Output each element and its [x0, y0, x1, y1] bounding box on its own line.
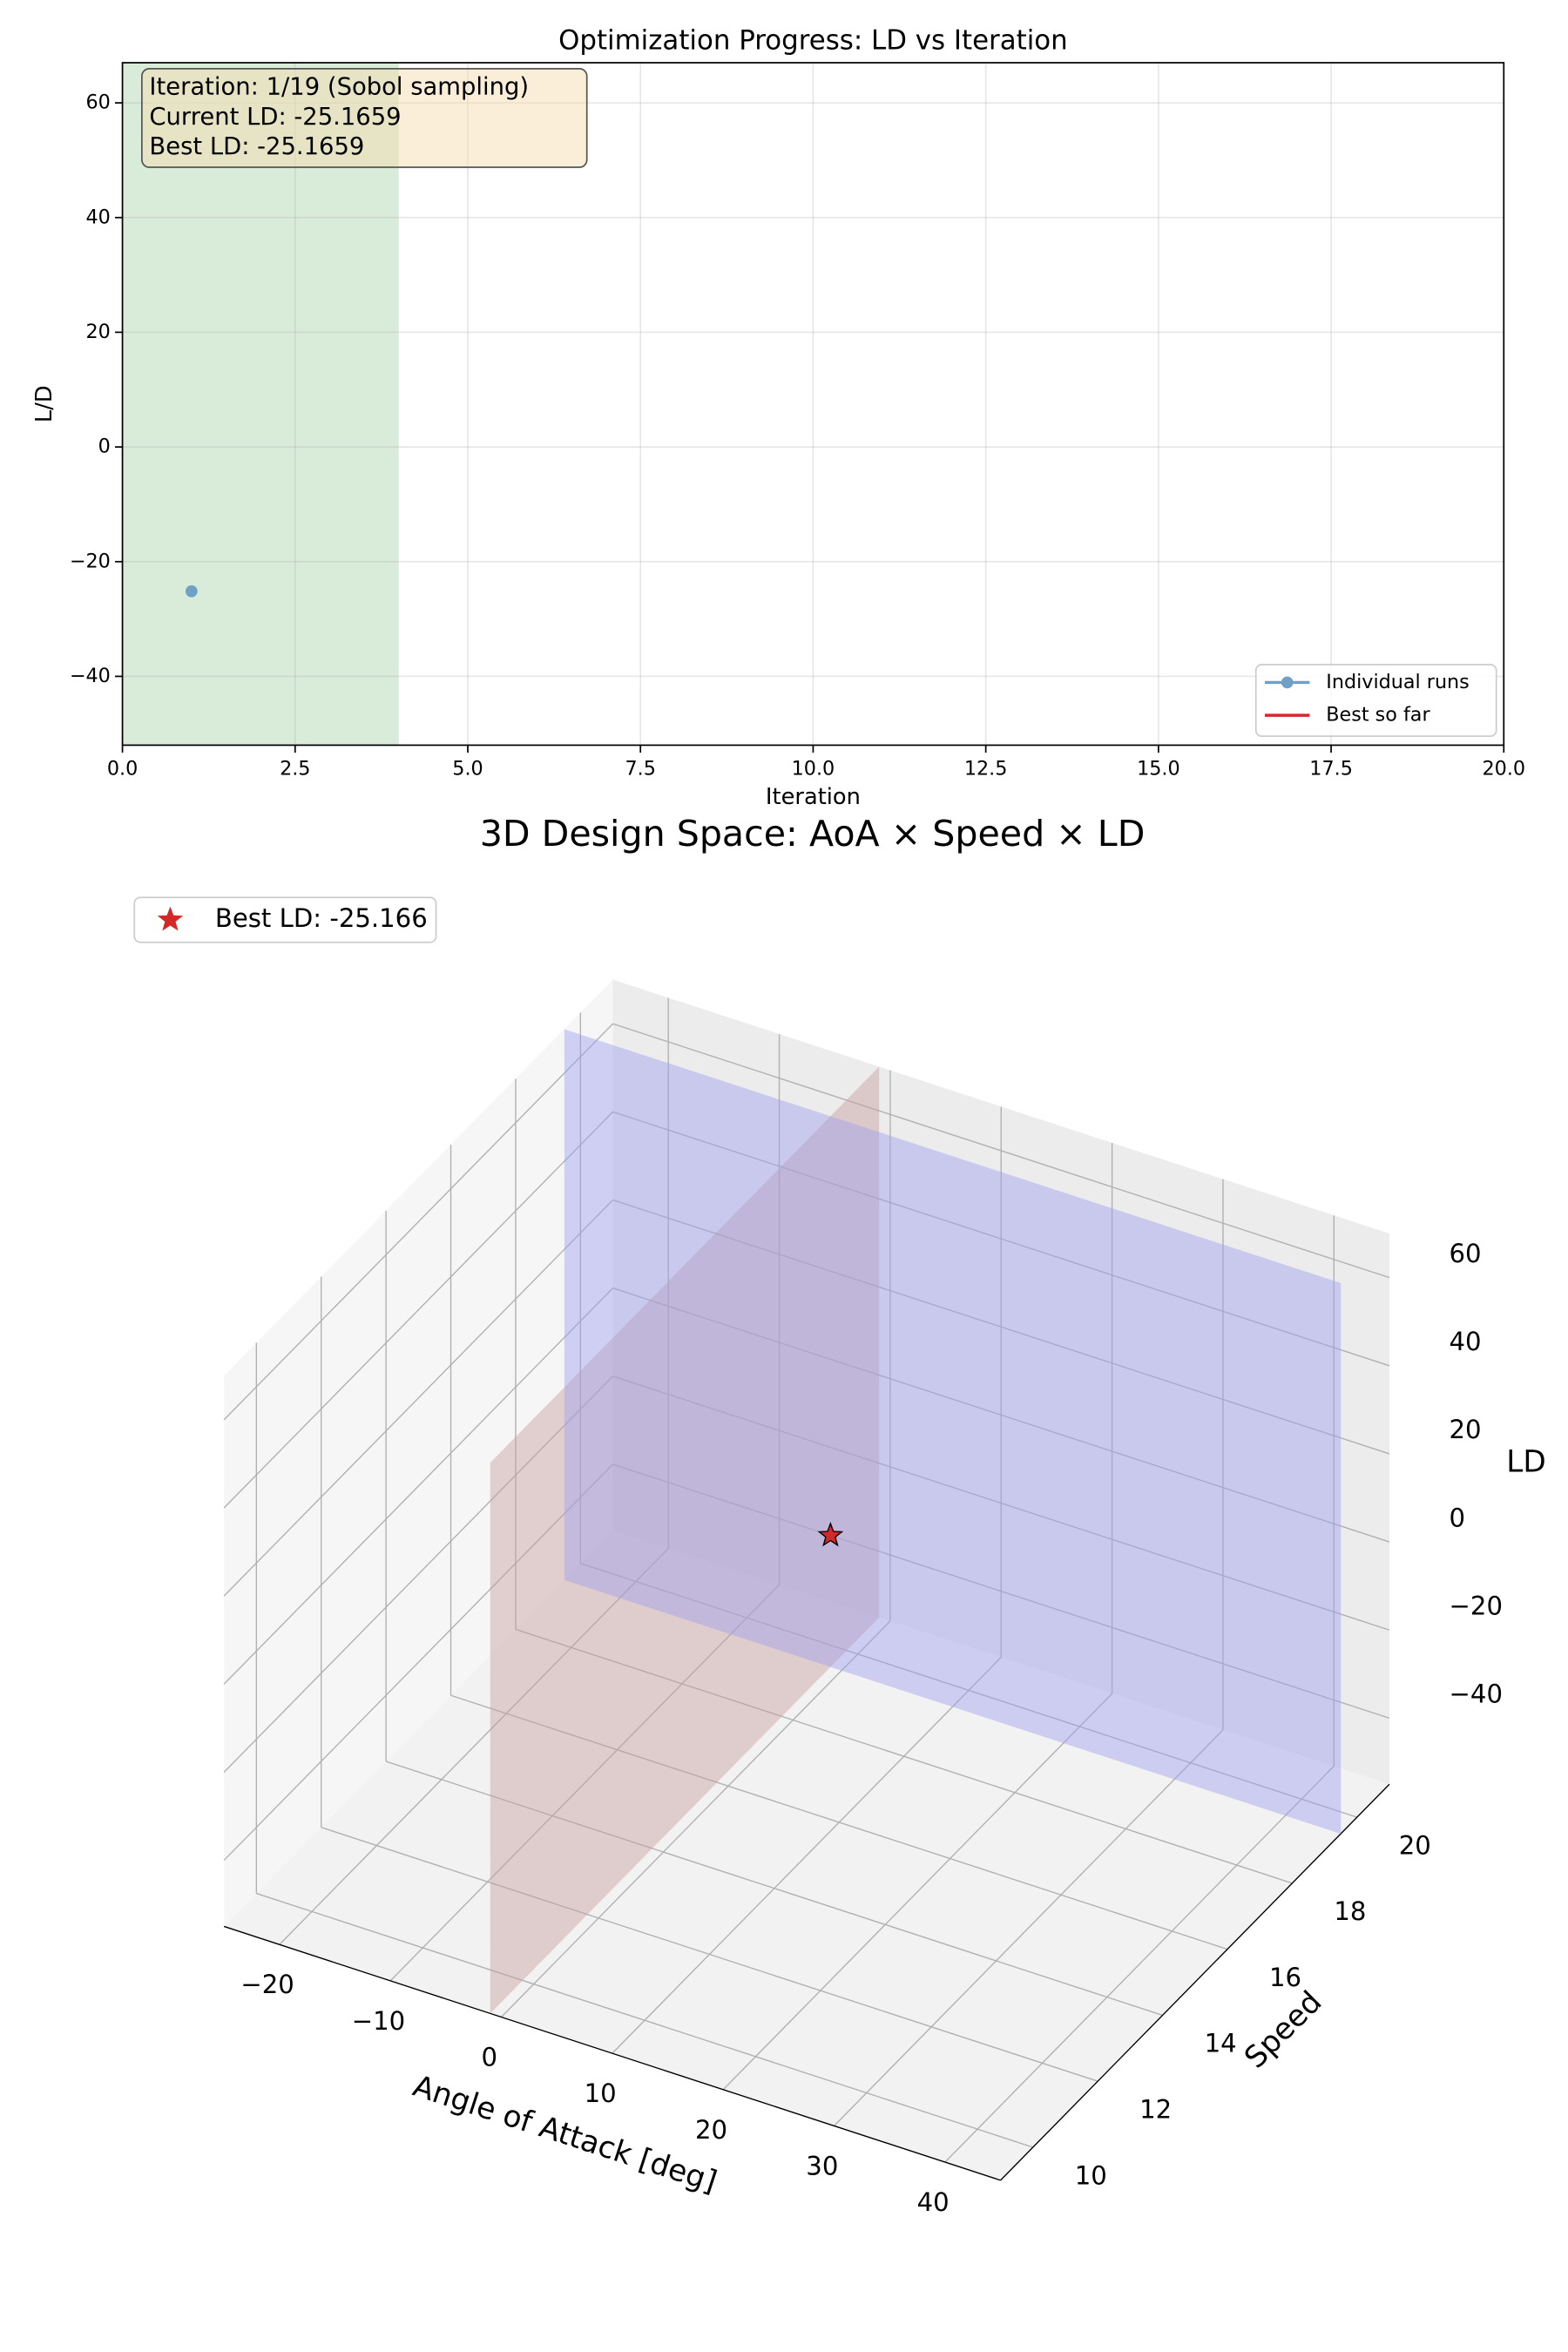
- chart-title: 3D Design Space: AoA × Speed × LD: [480, 813, 1146, 855]
- grid-line: [834, 1729, 1224, 2126]
- x-tick-label: 5.0: [452, 757, 483, 780]
- grid-line: [944, 1765, 1335, 2163]
- y-tick-label: −40: [70, 665, 111, 687]
- data-point: [817, 1522, 844, 1547]
- slice-plane: [490, 1066, 880, 2014]
- grid-line: [321, 1827, 1098, 2082]
- grid-line: [612, 1111, 1390, 1367]
- annotation: Iteration: 1/19 (Sobol sampling) Current …: [141, 68, 588, 168]
- chart-title: Optimization Progress: LD vs Iteration: [558, 25, 1068, 57]
- x-tick-label: 10.0: [792, 757, 835, 780]
- grid-line: [256, 1892, 1033, 2148]
- plot-frame: [121, 62, 1505, 747]
- grid-line: [515, 1628, 1293, 1884]
- y-tick-label: 12: [1139, 2094, 1172, 2124]
- annotation-text: Current LD: -25.1659: [149, 104, 401, 131]
- grid-line: [223, 1375, 614, 1773]
- y-tick-label: 10: [1075, 2160, 1107, 2190]
- grid-line: [612, 1463, 1390, 1720]
- y-axis-label: Speed: [1238, 1984, 1328, 2075]
- x-axis-label: Iteration: [766, 784, 861, 810]
- legend-label: Individual runs: [1326, 671, 1469, 693]
- grid-line: [612, 1288, 1390, 1543]
- x-tick-label: 17.5: [1309, 757, 1353, 780]
- y-tick-label: 0: [98, 436, 111, 458]
- data-point: [186, 585, 198, 598]
- y-tick-label: 16: [1269, 1963, 1301, 1992]
- grid-line: [223, 1288, 614, 1685]
- slice-plane: [564, 1029, 1342, 1835]
- legend-box: [1254, 664, 1497, 737]
- y-tick-label: 20: [1399, 1830, 1431, 1860]
- x-axis-label: Angle of Attack [deg]: [409, 2069, 720, 2200]
- z-tick-label: −40: [1450, 1680, 1503, 1709]
- axis-line: [1000, 1783, 1390, 2181]
- x-tick-label: 20.0: [1482, 757, 1525, 780]
- grid-line: [450, 1694, 1228, 1950]
- grid-line: [612, 1023, 1390, 1279]
- highlight-span: [122, 63, 399, 746]
- legend-marker: [1281, 676, 1294, 689]
- x-tick-label: 7.5: [625, 757, 656, 780]
- legend-box: [133, 896, 437, 943]
- grid-line: [223, 1023, 614, 1421]
- z-tick-label: −20: [1450, 1592, 1503, 1621]
- y-tick-label: 20: [86, 321, 111, 343]
- y-tick-label: 14: [1205, 2029, 1237, 2058]
- annotation-text: Iteration: 1/19 (Sobol sampling): [149, 74, 529, 101]
- x-tick-label: 20: [695, 2115, 727, 2145]
- grid-line: [223, 1111, 614, 1509]
- z-tick-label: 20: [1450, 1415, 1482, 1444]
- grid-line: [385, 1761, 1163, 2017]
- z-tick-label: 60: [1450, 1239, 1482, 1268]
- grid-line: [501, 1620, 891, 2017]
- x-tick-label: 15.0: [1137, 757, 1180, 780]
- grid-line: [612, 1199, 1390, 1455]
- y-tick-label: 60: [86, 91, 111, 114]
- y-tick-label: 40: [86, 206, 111, 228]
- x-tick-label: 0.0: [107, 757, 138, 780]
- legend-label: Best LD: -25.166: [215, 903, 428, 933]
- grid-line: [223, 1463, 614, 1862]
- y-tick-label: −20: [70, 550, 111, 572]
- grid-line: [580, 1563, 1357, 1818]
- legend-label: Best so far: [1326, 704, 1430, 727]
- grid-line: [612, 1657, 1002, 2054]
- z-tick-label: 40: [1450, 1327, 1482, 1356]
- x-tick-label: 0: [482, 2043, 498, 2072]
- annotation-text: Best LD: -25.1659: [149, 133, 364, 160]
- y-tick-label: 18: [1334, 1896, 1366, 1926]
- x-tick-label: 40: [917, 2187, 950, 2217]
- x-tick-label: 12.5: [964, 757, 1008, 780]
- annotation-box: [141, 68, 588, 168]
- grid-line: [279, 1548, 669, 1945]
- x-tick-label: 10: [585, 2078, 617, 2108]
- x-tick-label: 30: [806, 2151, 838, 2180]
- legend: Individual runs Best so far: [1254, 664, 1497, 737]
- x-tick-label: −20: [240, 1970, 294, 1999]
- grid-line: [389, 1584, 781, 1982]
- grid-line: [722, 1693, 1113, 2091]
- y-axis-label: L/D: [31, 385, 57, 422]
- legend-marker: [157, 906, 184, 931]
- axis-line: [223, 1925, 1001, 2181]
- x-tick-label: 2.5: [280, 757, 310, 780]
- z-tick-label: 0: [1450, 1503, 1466, 1532]
- grid-line: [223, 1200, 614, 1597]
- z-axis-label: LD: [1506, 1445, 1545, 1480]
- x-tick-label: −10: [352, 2006, 405, 2036]
- grid-line: [612, 1375, 1390, 1631]
